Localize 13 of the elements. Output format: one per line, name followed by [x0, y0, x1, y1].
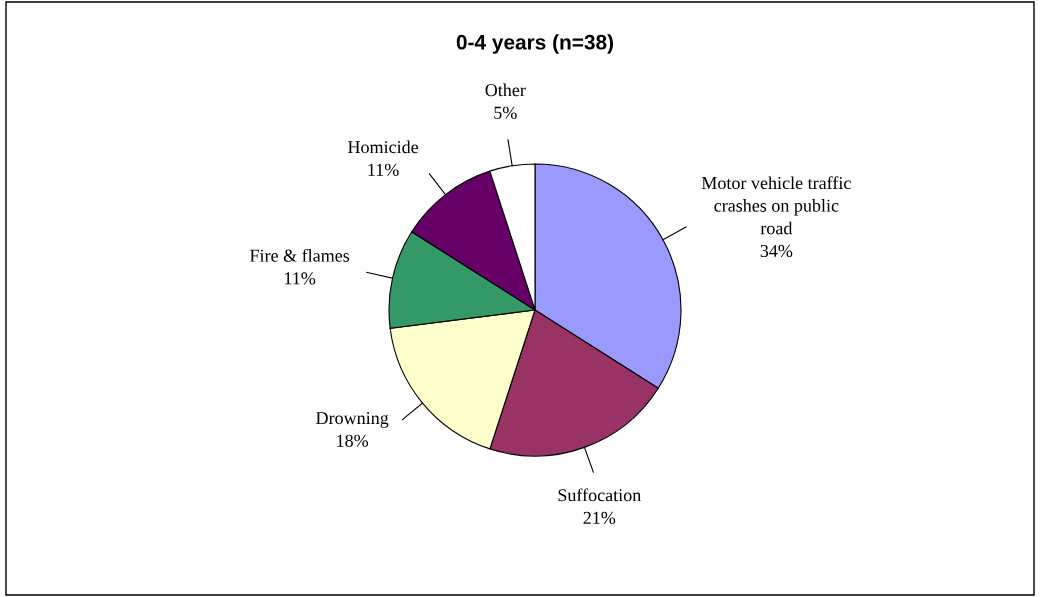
data-label: 11%	[368, 163, 399, 176]
slice-label: Motor vehicle traffic crashes on public road	[701, 176, 851, 235]
data-label: 18%	[337, 434, 369, 447]
data-label: 11%	[285, 272, 316, 285]
data-label: 34%	[760, 244, 793, 258]
slice-label: Suffocation	[558, 488, 641, 502]
slice-label: Fire & flames	[250, 248, 350, 262]
data-label: 5%	[494, 106, 517, 119]
chart-title: 0-4 years (n=38)	[456, 34, 614, 54]
slice-label: Drowning	[316, 412, 389, 428]
slice-label: Homicide	[347, 140, 419, 154]
data-label: 21%	[583, 511, 616, 524]
slice-label: Other	[485, 83, 526, 97]
